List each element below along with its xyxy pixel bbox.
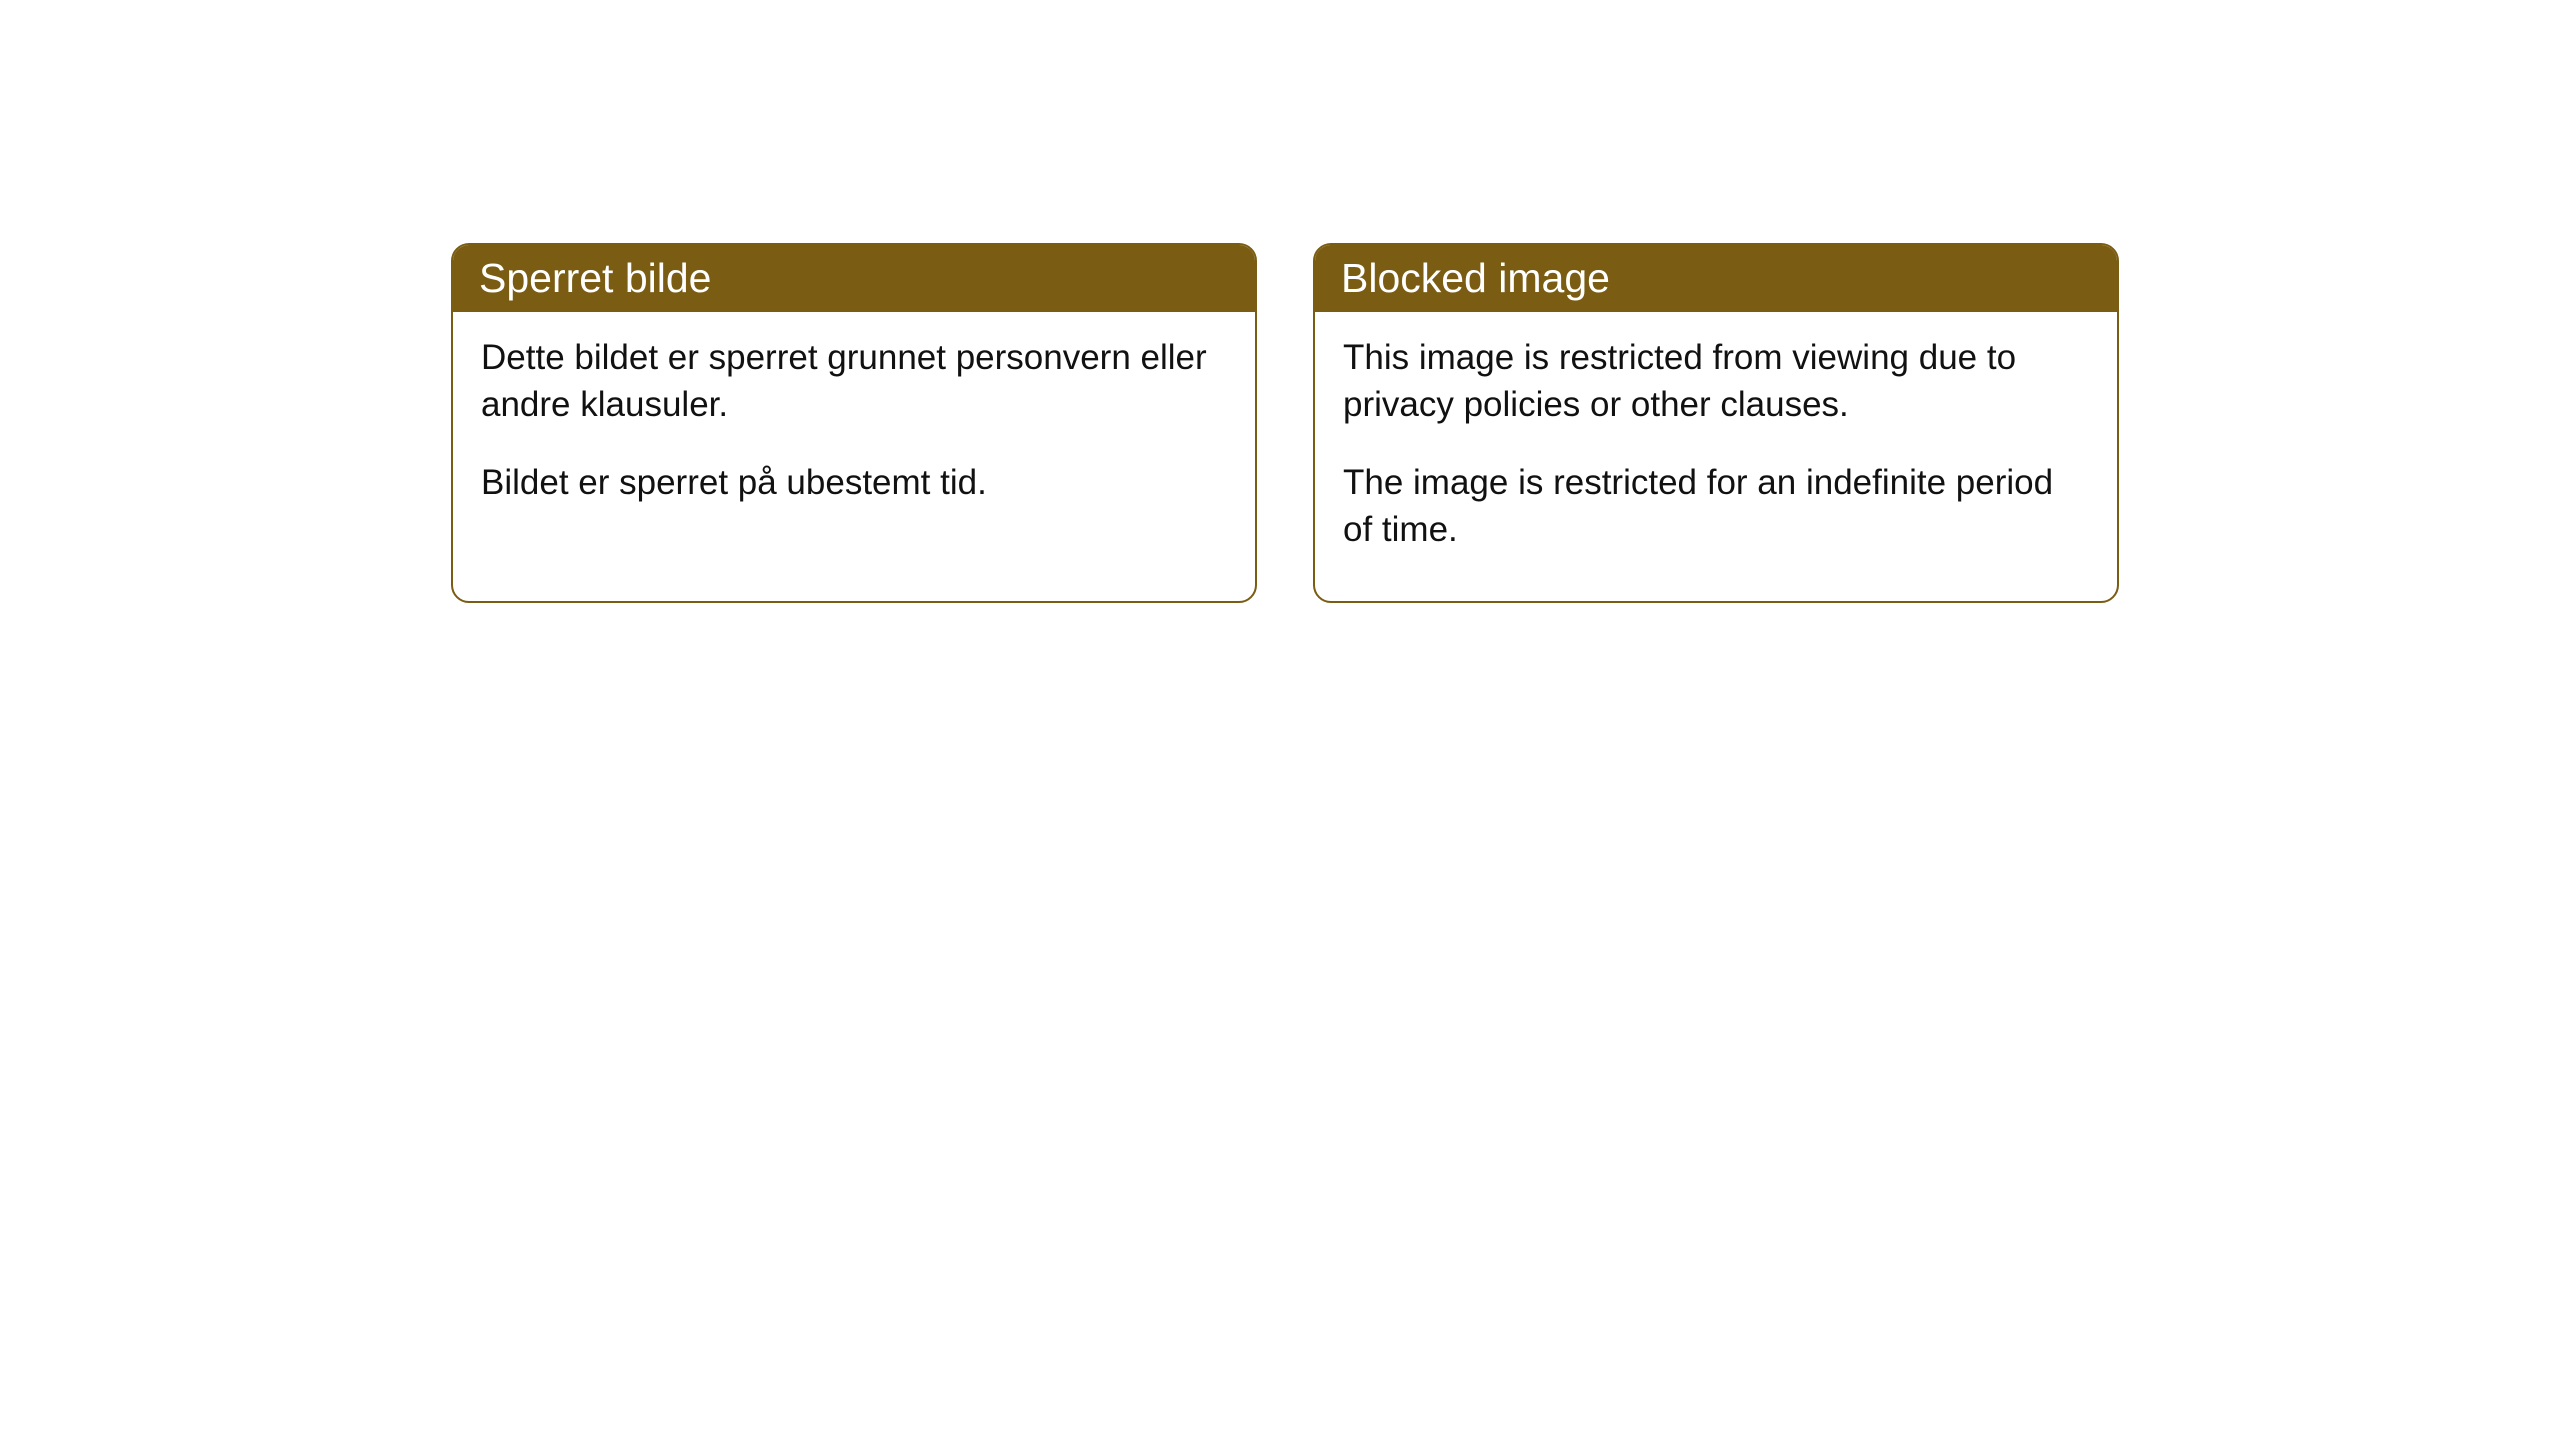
blocked-image-card-en: Blocked image This image is restricted f… [1313, 243, 2119, 603]
card-paragraph: This image is restricted from viewing du… [1343, 334, 2089, 429]
card-header-en: Blocked image [1315, 245, 2117, 312]
card-body-en: This image is restricted from viewing du… [1315, 312, 2117, 601]
card-paragraph: Bildet er sperret på ubestemt tid. [481, 459, 1227, 506]
notice-cards-container: Sperret bilde Dette bildet er sperret gr… [451, 243, 2119, 603]
card-paragraph: Dette bildet er sperret grunnet personve… [481, 334, 1227, 429]
card-paragraph: The image is restricted for an indefinit… [1343, 459, 2089, 554]
blocked-image-card-no: Sperret bilde Dette bildet er sperret gr… [451, 243, 1257, 603]
card-header-no: Sperret bilde [453, 245, 1255, 312]
card-body-no: Dette bildet er sperret grunnet personve… [453, 312, 1255, 554]
